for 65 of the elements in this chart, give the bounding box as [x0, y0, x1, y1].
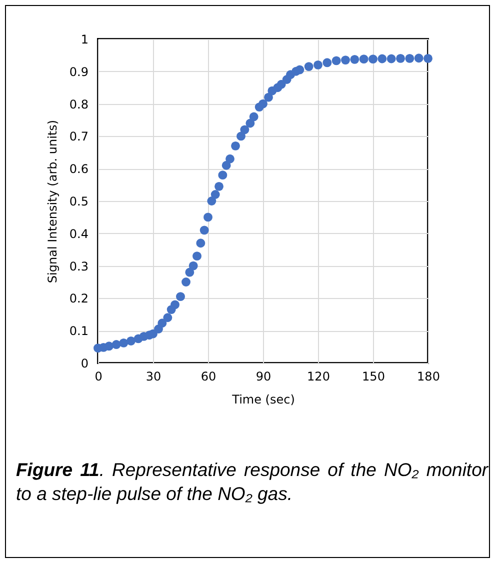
x-tick-label: 60: [200, 370, 216, 384]
point: [158, 318, 167, 328]
y-tick-label: 0.9: [69, 64, 88, 79]
point: [148, 329, 158, 338]
point: [226, 154, 234, 164]
point: [246, 118, 255, 128]
point: [295, 65, 304, 74]
point: [304, 62, 314, 72]
point: [176, 292, 185, 302]
x-tick-label: 90: [256, 370, 272, 384]
point: [396, 54, 405, 63]
point: [258, 99, 268, 108]
point: [163, 313, 172, 322]
y-tick-label: 0.8: [69, 97, 88, 112]
point: [405, 54, 414, 63]
point: [218, 170, 228, 180]
point: [222, 160, 231, 170]
y-axis-title: Signal Intensity (arb. units): [45, 120, 60, 284]
y-tick-label: 0.1: [69, 324, 88, 338]
x-tick-label: 150: [362, 370, 385, 384]
x-tick-label: 30: [146, 370, 162, 384]
x-tick-label: 120: [307, 370, 330, 384]
point: [104, 342, 114, 351]
y-tick-label: 0.4: [69, 226, 88, 241]
point: [207, 196, 216, 206]
point: [386, 54, 396, 64]
point: [322, 58, 332, 68]
x-tick-label: 180: [417, 370, 440, 384]
point: [414, 54, 424, 63]
point: [350, 54, 360, 64]
point: [332, 56, 341, 66]
point: [236, 132, 246, 141]
point: [368, 54, 378, 64]
x-axis-title: Time (sec): [231, 392, 295, 406]
point: [112, 340, 121, 349]
point: [378, 54, 387, 64]
y-tick-label: 1: [80, 32, 88, 46]
point: [188, 261, 198, 270]
point: [240, 125, 250, 134]
point: [359, 54, 368, 64]
point: [264, 92, 273, 102]
y-tick-label: 0.6: [69, 162, 88, 176]
y-tick-label: 0.3: [69, 259, 88, 274]
point: [185, 268, 194, 277]
point: [119, 338, 128, 348]
y-tick-label: 0.2: [69, 292, 88, 306]
y-tick-label: 0.7: [69, 130, 88, 144]
point: [192, 252, 202, 261]
point: [204, 212, 212, 222]
point: [126, 336, 136, 346]
point: [231, 141, 240, 150]
point: [214, 182, 224, 191]
point: [249, 112, 258, 122]
point: [341, 56, 350, 65]
caption: Figure 11. Representative response of the NO₂ monitor to a step-lie pulse of the NO₂ gas.: [16, 458, 488, 506]
y-tick-label: 0.5: [69, 194, 88, 208]
point: [200, 226, 209, 235]
point: [314, 60, 322, 70]
point: [182, 278, 190, 286]
y-tick-label: 0: [80, 356, 88, 370]
point: [210, 190, 220, 199]
point: [170, 300, 180, 310]
x-tick-label: 0: [94, 370, 102, 384]
point: [196, 238, 206, 248]
point: [424, 54, 432, 63]
